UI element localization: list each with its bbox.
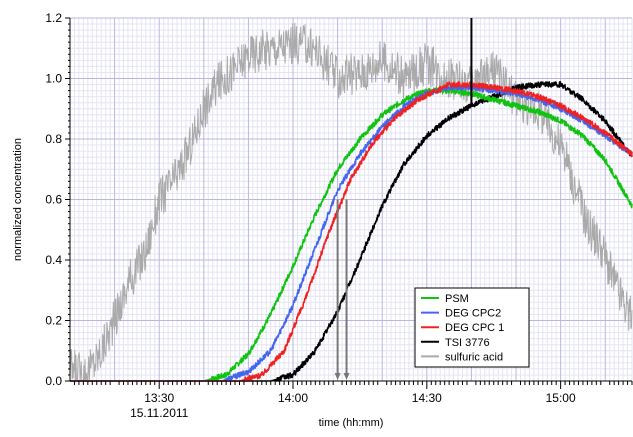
y-tick-label: 0.8: [45, 132, 62, 146]
marker-arrow-head: [343, 373, 350, 380]
x-tick-label: 14:30: [412, 391, 442, 405]
y-tick-label: 0.0: [45, 374, 62, 388]
series-line-sulfuric-acid: [69, 22, 633, 382]
markers: [334, 18, 473, 380]
legend-label: PSM: [445, 293, 469, 305]
legend: PSM DEG CPC2 DEG CPC 1 TSI 3776 sulfuric aci…: [414, 287, 530, 368]
x-axis-label: time (hh:mm): [319, 417, 384, 429]
y-tick-label: 0.2: [45, 314, 62, 328]
x-tick-sublabel: 15.11.2011: [130, 406, 189, 420]
marker-arrow-head: [334, 373, 341, 380]
y-tick-label: 1.0: [45, 72, 62, 86]
y-tick-label: 0.4: [45, 253, 62, 267]
y-ticks: 0.0 0.2 0.4 0.6 0.8 1.0 1.2: [45, 11, 70, 388]
x-tick-label: 14:00: [278, 391, 308, 405]
legend-label: TSI 3776: [445, 337, 490, 349]
x-tick-label: 13:30: [144, 391, 174, 405]
x-tick-label: 15:00: [546, 391, 576, 405]
y-tick-label: 1.2: [45, 11, 62, 25]
legend-label: sulfuric acid: [445, 351, 503, 363]
y-tick-label: 0.6: [45, 193, 62, 207]
legend-label: DEG CPC2: [445, 308, 501, 320]
y-axis-label: normalized concentration: [12, 138, 24, 261]
legend-label: DEG CPC 1: [445, 322, 504, 334]
